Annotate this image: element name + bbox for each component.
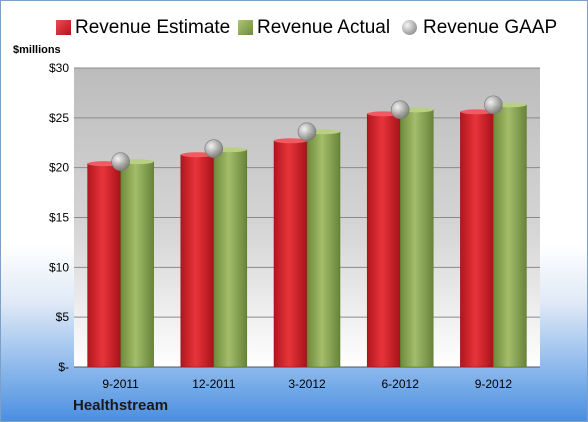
legend-swatch-gaap (402, 20, 417, 35)
legend-label-estimate: Revenue Estimate (75, 17, 231, 38)
x-tick-label: 3-2012 (288, 377, 326, 391)
x-tick-label: 12-2011 (192, 377, 235, 391)
bar-revenue-actual (493, 104, 527, 368)
y-tick-label: $15 (49, 211, 69, 225)
bar-revenue-estimate (273, 140, 308, 368)
legend-label-actual: Revenue Actual (257, 17, 391, 38)
bar-revenue-actual (120, 161, 154, 368)
company-name: Healthstream (73, 397, 169, 414)
y-tick-label: $30 (49, 61, 69, 75)
point-revenue-gaap (484, 95, 503, 115)
bar-revenue-estimate (366, 113, 401, 368)
point-revenue-gaap (297, 122, 317, 142)
y-tick-label: $20 (49, 161, 69, 175)
point-revenue-gaap (390, 100, 410, 120)
bar-revenue-estimate (87, 163, 121, 368)
y-tick-label: $10 (49, 260, 69, 274)
y-tick-label: $5 (56, 310, 70, 324)
legend: Revenue Estimate Revenue Actual Revenue … (1, 1, 587, 41)
point-revenue-gaap (111, 152, 130, 171)
x-tick-label: 6-2012 (382, 377, 420, 391)
bar-revenue-actual (306, 131, 341, 368)
legend-swatch-actual (238, 20, 253, 35)
bar-revenue-actual (213, 149, 248, 368)
bar-revenue-estimate (460, 111, 494, 368)
legend-swatch-estimate (56, 20, 71, 35)
y-tick-label: $- (58, 360, 69, 374)
bar-revenue-estimate (180, 154, 215, 368)
bar-revenue-actual (399, 109, 434, 368)
bar-top-estimate (274, 138, 307, 144)
y-tick-label: $25 (49, 111, 69, 125)
bar-top-estimate (460, 109, 494, 115)
legend-label-gaap: Revenue GAAP (423, 17, 558, 38)
point-revenue-gaap (204, 139, 224, 159)
x-tick-label: 9-2011 (102, 377, 139, 391)
x-tick-label: 9-2012 (475, 377, 513, 391)
bar-top-estimate (180, 152, 214, 158)
y-units-label: $millions (13, 44, 61, 56)
